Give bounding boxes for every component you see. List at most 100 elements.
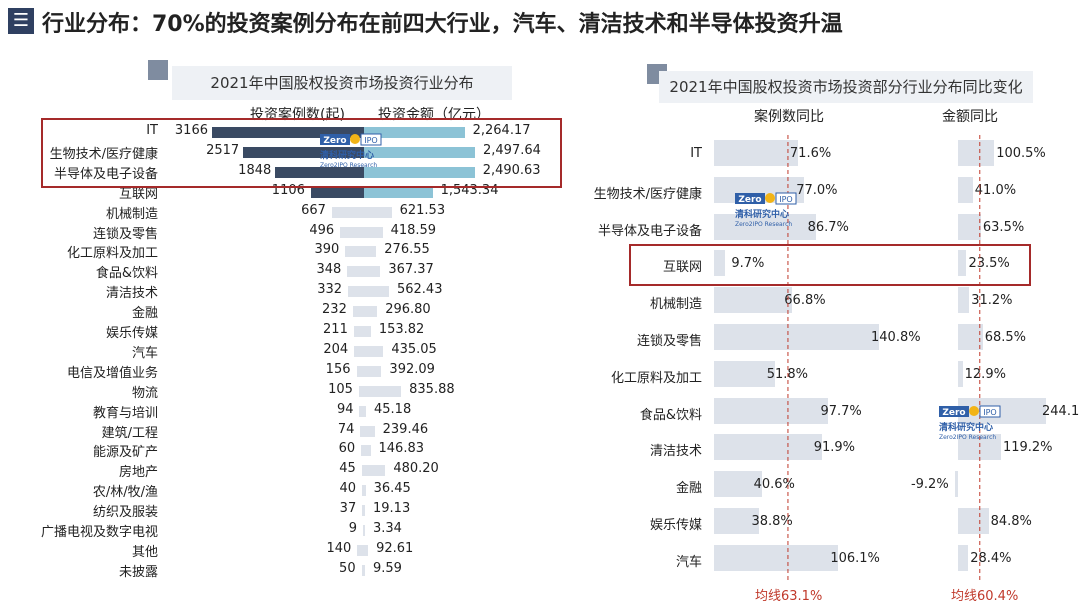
cases-value-label: 9 — [348, 521, 357, 536]
panel-marker-icon — [148, 60, 168, 80]
amount-bar — [364, 127, 465, 138]
cases-bar — [243, 146, 364, 158]
category-label: 娱乐传媒 — [649, 518, 702, 533]
amount-bar — [364, 246, 377, 258]
cases-bar — [347, 266, 364, 278]
amount-bar — [364, 345, 384, 357]
cases-yoy-value-label: 40.6% — [753, 477, 795, 493]
cases-value-label: 332 — [317, 282, 343, 298]
amount-value-label: 92.61 — [376, 540, 414, 556]
amount-yoy-value-label: 68.5% — [984, 330, 1026, 345]
amount-value-label: 19.13 — [373, 501, 411, 517]
cases-value-label: 45 — [339, 461, 356, 477]
svg-text:Zero2IPO Research: Zero2IPO Research — [320, 162, 377, 169]
amount-bar — [364, 226, 383, 238]
cases-bar — [361, 564, 364, 576]
cases-bar — [310, 186, 364, 198]
cases-yoy-bar — [714, 397, 829, 424]
amount-yoy-value-label: 12.9% — [964, 366, 1006, 382]
amount-value-label: 36.45 — [373, 481, 411, 497]
cases-yoy-bar — [714, 140, 798, 166]
svg-text:IPO: IPO — [364, 136, 377, 145]
cases-bar — [345, 246, 364, 258]
cases-bar — [363, 525, 364, 536]
cases-value-label: 140 — [326, 540, 352, 556]
amount-yoy-value-label: 31.2% — [971, 293, 1013, 309]
cases-yoy-value-label: 86.7% — [807, 219, 849, 235]
category-label: 连锁及零售 — [92, 226, 158, 242]
cases-yoy-value-label: 71.6% — [789, 146, 832, 161]
category-label: 食品&饮料 — [639, 407, 702, 423]
amount-yoy-value-label: -9.2% — [910, 477, 949, 493]
cases-bar — [275, 166, 364, 178]
zero2ipo-logo: Zero IPO 清科研究中心 Zero2IPO Research — [318, 132, 384, 176]
cases-value-label: 1848 — [238, 162, 272, 178]
amount-yoy-bar — [958, 213, 981, 240]
cases-value-label: 2517 — [206, 142, 240, 158]
amount-yoy-bar — [958, 360, 963, 387]
svg-text:Zero: Zero — [738, 195, 761, 205]
amount-bar — [364, 465, 386, 477]
left-chart-title: 2021年中国股权投资市场投资行业分布 — [172, 66, 512, 100]
cases-yoy-value-label: 77.0% — [796, 182, 838, 198]
amount-bar — [364, 445, 371, 457]
cases-value-label: 74 — [337, 421, 355, 437]
highlight-top3 — [41, 118, 562, 188]
category-label: 金融 — [131, 306, 158, 322]
cases-bar — [361, 465, 364, 477]
cases-bar — [340, 226, 364, 238]
cases-value-label: 232 — [322, 302, 347, 318]
amount-yoy-bar — [958, 544, 969, 571]
cases-yoy-bar — [714, 471, 762, 498]
amount-value-label: 392.09 — [389, 361, 435, 377]
svg-text:IPO: IPO — [983, 408, 996, 417]
cases-bar — [331, 206, 364, 218]
category-label: 生物技术/医疗健康 — [593, 186, 702, 202]
category-label: 清洁技术 — [105, 286, 158, 302]
cases-value-label: 3166 — [174, 123, 208, 138]
amount-bar — [364, 564, 365, 576]
amount-value-label: 435.05 — [391, 341, 437, 357]
amount-bar — [364, 544, 369, 556]
amount-bar — [364, 306, 378, 318]
category-label: 半导体及电子设备 — [597, 223, 702, 239]
category-label: 化工原料及加工 — [66, 246, 158, 262]
category-label: 电信及增值业务 — [66, 365, 158, 381]
cases-yoy-value-label: 51.8% — [766, 366, 809, 382]
category-label: 建筑/工程 — [101, 425, 158, 441]
zero2ipo-logo: Zero IPO 清科研究中心 Zero2IPO Research — [937, 404, 1003, 448]
cases-yoy-value-label: 91.9% — [813, 440, 855, 456]
amount-value-label: 2,264.17 — [472, 123, 531, 138]
svg-text:Zero: Zero — [942, 408, 965, 418]
cases-yoy-value-label: 9.7% — [731, 256, 765, 272]
cases-yoy-value-label: 97.7% — [820, 403, 862, 419]
cases-value-label: 156 — [325, 361, 351, 377]
category-label: 机械制造 — [105, 206, 158, 222]
category-label: 未披露 — [118, 564, 158, 580]
cases-bar — [362, 505, 364, 517]
amount-value-label: 480.20 — [393, 461, 439, 477]
cases-yoy-bar — [714, 250, 726, 277]
cases-value-label: 390 — [314, 242, 340, 258]
amount-yoy-bar — [958, 250, 967, 277]
list-icon[interactable]: ☰ — [8, 8, 34, 34]
amount-value-label: 3.34 — [373, 521, 402, 536]
cases-value-label: 211 — [323, 322, 348, 337]
highlight-internet — [629, 244, 1031, 286]
amount-bar — [364, 266, 381, 278]
amount-value-label: 835.88 — [409, 381, 455, 397]
svg-text:Zero: Zero — [323, 136, 346, 146]
cases-value-label: 40 — [339, 481, 357, 497]
page-title: 行业分布：70%的投资案例分布在前四大行业，汽车、清洁技术和半导体投资升温 — [42, 12, 843, 37]
amount-value-label: 562.43 — [396, 282, 443, 298]
category-label: 半导体及电子设备 — [53, 166, 158, 182]
amount-yoy-bar — [958, 287, 970, 314]
cases-bar — [358, 385, 364, 397]
category-label: 教育与培训 — [92, 405, 158, 421]
svg-text:清科研究中心: 清科研究中心 — [320, 149, 374, 161]
amount-yoy-bar — [958, 140, 995, 166]
amount-value-label: 418.59 — [390, 222, 437, 238]
amount-yoy-bar — [958, 176, 973, 203]
cases-yoy-value-label: 140.8% — [871, 330, 921, 345]
cases-value-label: 348 — [316, 262, 342, 278]
